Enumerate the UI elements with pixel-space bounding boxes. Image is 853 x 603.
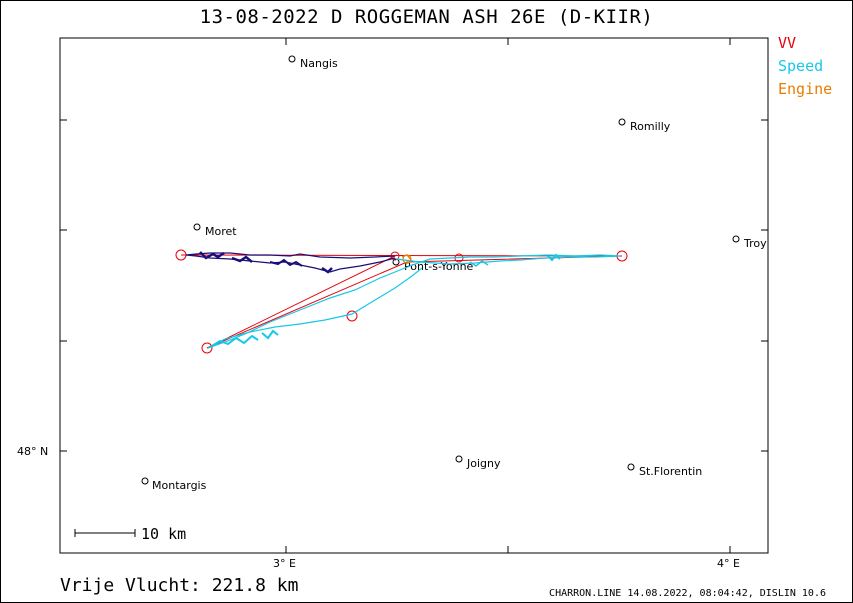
navy-thermal-cluster bbox=[231, 255, 253, 263]
axis-ticks bbox=[60, 38, 768, 553]
town-label-nangis: Nangis bbox=[300, 57, 338, 70]
task-lines bbox=[175, 249, 628, 354]
cyan-thermal-cluster bbox=[261, 329, 279, 340]
distance-summary: Vrije Vlucht: 221.8 km bbox=[60, 575, 299, 596]
flight-track-cyan bbox=[207, 253, 621, 349]
turnpoint-marker bbox=[201, 342, 213, 354]
cyan-thermal-cluster bbox=[547, 253, 561, 262]
town-label-st-florentin: St.Florentin bbox=[639, 465, 702, 478]
navy-thermal-cluster bbox=[269, 258, 303, 267]
map-plot-area bbox=[59, 37, 769, 554]
flight-track-navy bbox=[185, 251, 396, 274]
town-label-moret: Moret bbox=[205, 225, 237, 238]
town-label-montargis: Montargis bbox=[152, 479, 207, 492]
scale-bar-label: 10 km bbox=[141, 525, 186, 543]
navy-track-polyline bbox=[185, 252, 396, 273]
source-credit: CHARRON.LINE 14.08.2022, 08:04:42, DISLI… bbox=[549, 588, 826, 599]
x-tick-3e: 3° E bbox=[273, 557, 296, 570]
turnpoint-marker bbox=[346, 310, 358, 322]
navy-thermal-cluster bbox=[321, 266, 333, 274]
cyan-thermal-cluster bbox=[469, 260, 489, 267]
scale-bar bbox=[74, 529, 136, 537]
legend-vv: VV bbox=[778, 34, 797, 52]
task-polyline bbox=[180, 254, 623, 349]
engine-track bbox=[401, 254, 412, 265]
y-tick-48n: 48° N bbox=[17, 445, 48, 458]
town-label-joigny: Joigny bbox=[466, 457, 501, 470]
map-title: 13-08-2022 D ROGGEMAN ASH 26E (D-KIIR) bbox=[199, 6, 654, 28]
cyan-thermal-cluster bbox=[211, 334, 259, 347]
town-marker-montargis bbox=[141, 477, 149, 485]
town-marker-troy bbox=[732, 235, 740, 243]
town-label-troy: Troy bbox=[743, 237, 767, 250]
navy-thermal-cluster bbox=[199, 251, 225, 260]
town-marker-moret bbox=[193, 223, 201, 231]
town-marker-romilly bbox=[618, 118, 626, 126]
town-marker-st-florentin bbox=[627, 463, 635, 471]
legend-engine: Engine bbox=[778, 80, 833, 98]
engine-polyline bbox=[401, 254, 412, 265]
x-tick-4e: 4° E bbox=[717, 557, 740, 570]
town-marker-nangis bbox=[288, 55, 296, 63]
legend-speed: Speed bbox=[778, 57, 824, 75]
town-marker-joigny bbox=[455, 455, 463, 463]
town-markers: Nangis Romilly Moret Troy Pont-s-Yonne J… bbox=[141, 55, 767, 492]
town-label-romilly: Romilly bbox=[630, 120, 671, 133]
